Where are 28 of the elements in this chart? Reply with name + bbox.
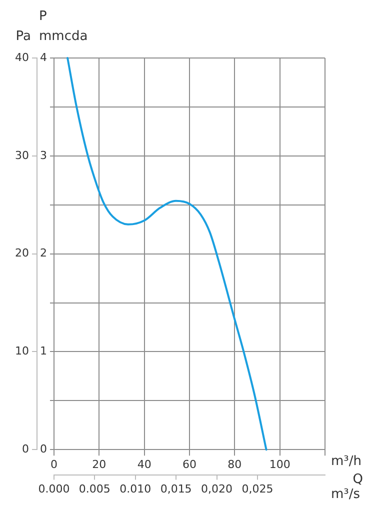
- x-tick-label: 60: [182, 458, 196, 472]
- y2-tick-label: 3: [40, 148, 47, 162]
- y-tick-label: 0: [22, 442, 29, 456]
- text: Q: [352, 472, 363, 488]
- x-tick-label: 100: [269, 458, 290, 472]
- y2-tick-label: 0: [40, 442, 47, 456]
- y-axis-title: Pa: [16, 29, 31, 44]
- x2-tick-label: 0.005: [78, 482, 110, 496]
- x2-tick-label: 0.000: [38, 482, 70, 496]
- y2-tick-label: 2: [40, 246, 47, 260]
- x-axis-title: m³/h: [331, 454, 362, 469]
- x-tick-label: 0: [50, 458, 58, 472]
- x2-tick-label: 0,015: [160, 482, 192, 496]
- y-tick-label: 20: [14, 246, 29, 260]
- x-tick-label: 80: [228, 458, 242, 472]
- x2-axis-title: m³/s: [331, 487, 360, 502]
- x-tick-label: 40: [137, 458, 152, 472]
- x2-tick-label: 0.010: [120, 482, 152, 496]
- x-tick-label: 20: [92, 458, 106, 472]
- x2-tick-label: 0,020: [201, 482, 233, 496]
- x2-tick-label: 0,025: [242, 482, 274, 496]
- y-tick-label: 40: [14, 50, 29, 64]
- y-tick-label: 10: [14, 344, 29, 358]
- y2-axis-title: mmcda: [38, 29, 88, 44]
- y2-tick-label: 1: [40, 344, 47, 358]
- y-tick-label: 30: [14, 148, 29, 162]
- y2-tick-label: 4: [40, 50, 47, 64]
- text: P: [38, 9, 47, 24]
